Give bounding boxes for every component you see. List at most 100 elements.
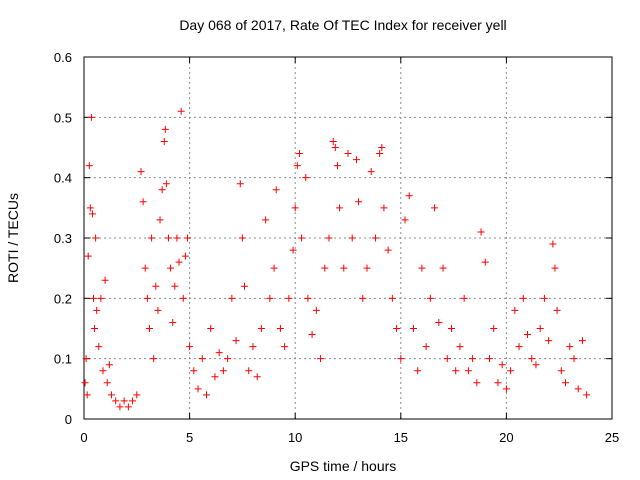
- data-point: [169, 318, 177, 326]
- data-point: [490, 325, 498, 332]
- data-point: [393, 325, 401, 332]
- data-point: [83, 391, 91, 399]
- data-point: [352, 156, 360, 164]
- data-point: [355, 198, 363, 206]
- data-point: [107, 391, 115, 399]
- data-point: [401, 216, 409, 224]
- data-point: [344, 150, 352, 158]
- data-point: [175, 258, 183, 266]
- data-point: [85, 162, 93, 170]
- data-point: [219, 367, 227, 375]
- data-point: [101, 276, 109, 284]
- data-point: [145, 325, 153, 332]
- data-point: [143, 294, 151, 302]
- data-point: [388, 294, 396, 302]
- data-point: [215, 349, 223, 357]
- data-point: [378, 144, 386, 151]
- y-tick-label: 0.4: [54, 171, 72, 186]
- data-point: [469, 355, 477, 363]
- data-point: [162, 180, 170, 188]
- x-axis-label: GPS time / hours: [290, 458, 397, 474]
- data-point: [536, 325, 544, 332]
- data-point: [179, 294, 187, 302]
- data-point: [583, 391, 591, 399]
- data-point: [236, 180, 244, 188]
- data-point: [452, 367, 460, 375]
- data-point: [116, 403, 124, 411]
- data-point: [333, 162, 341, 170]
- data-point: [308, 331, 316, 339]
- data-point: [557, 367, 565, 375]
- data-point: [359, 294, 367, 302]
- data-point: [460, 294, 468, 302]
- data-point: [426, 294, 434, 302]
- data-point: [156, 216, 164, 224]
- data-point: [304, 294, 312, 302]
- data-point: [422, 343, 430, 351]
- y-tick-label: 0.3: [54, 231, 72, 246]
- data-point: [276, 325, 284, 332]
- data-point: [171, 282, 179, 290]
- x-tick-label: 20: [499, 430, 513, 445]
- data-point: [97, 294, 105, 302]
- data-point: [486, 355, 494, 363]
- data-point: [380, 204, 388, 212]
- data-point: [82, 355, 90, 363]
- data-point: [285, 294, 293, 302]
- data-point: [137, 168, 145, 176]
- data-point: [86, 204, 94, 212]
- data-point: [439, 264, 447, 272]
- data-point: [540, 294, 548, 302]
- data-point: [464, 367, 472, 375]
- data-point: [447, 325, 455, 332]
- data-point: [161, 125, 169, 133]
- data-point: [291, 204, 299, 212]
- data-point: [340, 264, 348, 272]
- data-point: [551, 264, 559, 272]
- data-point: [270, 264, 278, 272]
- data-point: [262, 216, 270, 224]
- data-point: [211, 373, 219, 381]
- data-point: [302, 174, 310, 182]
- data-point: [574, 385, 582, 393]
- data-point: [253, 373, 261, 381]
- data-point: [431, 204, 439, 212]
- data-point: [207, 325, 215, 332]
- data-point: [103, 379, 111, 387]
- data-point: [90, 294, 98, 302]
- data-point: [532, 361, 540, 369]
- data-point: [498, 361, 506, 369]
- data-point: [183, 234, 191, 242]
- data-point: [84, 252, 92, 260]
- data-point: [141, 264, 149, 272]
- data-point: [329, 137, 337, 145]
- data-point: [578, 337, 586, 345]
- data-point: [348, 234, 356, 242]
- data-point: [91, 325, 99, 332]
- data-point: [317, 355, 325, 363]
- data-point: [321, 264, 329, 272]
- data-point: [152, 282, 160, 290]
- axis-ticks: 0 5 10 15 20 25 0 0.1 0.2 0.3 0.4 0.5 0.6: [54, 50, 619, 445]
- data-point: [238, 234, 246, 242]
- data-point: [112, 397, 120, 405]
- data-point: [511, 306, 519, 314]
- data-point: [549, 240, 557, 248]
- y-tick-label: 0.2: [54, 291, 72, 306]
- x-tick-label: 15: [394, 430, 408, 445]
- data-point: [443, 355, 451, 363]
- x-tick-label: 0: [80, 430, 87, 445]
- data-point: [418, 264, 426, 272]
- y-tick-label: 0.1: [54, 352, 72, 367]
- data-point: [562, 379, 570, 387]
- data-point: [92, 234, 100, 242]
- data-point: [289, 246, 297, 254]
- data-point: [99, 367, 107, 375]
- data-point: [566, 343, 574, 351]
- data-point: [515, 343, 523, 351]
- data-point: [129, 397, 137, 405]
- data-point: [473, 379, 481, 387]
- data-point: [409, 325, 417, 332]
- data-point: [293, 162, 301, 170]
